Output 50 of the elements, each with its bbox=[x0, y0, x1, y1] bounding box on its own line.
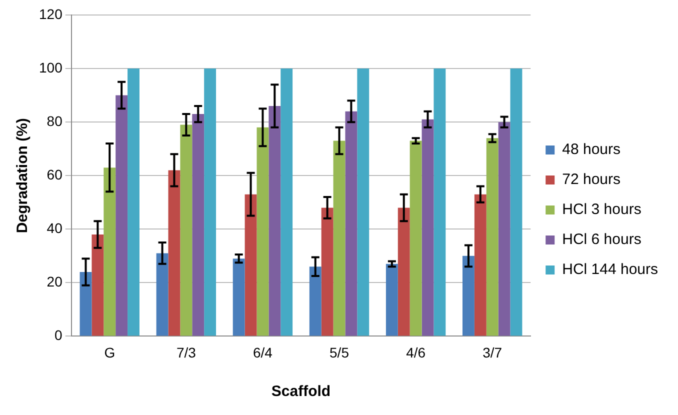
legend-label: 72 hours bbox=[562, 171, 620, 188]
bar bbox=[309, 266, 322, 336]
bar bbox=[345, 111, 358, 336]
bar bbox=[280, 68, 293, 336]
legend-label: 48 hours bbox=[562, 141, 620, 158]
bar bbox=[510, 68, 522, 336]
bar bbox=[256, 127, 269, 336]
x-tick-label: 6/4 bbox=[252, 344, 273, 360]
bar bbox=[244, 194, 257, 336]
bar bbox=[180, 124, 192, 336]
bar bbox=[398, 208, 410, 336]
y-axis-title: Degradation (%) bbox=[14, 118, 32, 234]
bar bbox=[462, 256, 474, 336]
x-tick-label: 7/3 bbox=[176, 344, 196, 360]
bar bbox=[204, 68, 216, 336]
bar bbox=[333, 140, 346, 336]
bar bbox=[422, 119, 434, 336]
bar bbox=[474, 194, 486, 336]
bar bbox=[386, 264, 398, 336]
y-tick-label: 60 bbox=[46, 166, 63, 182]
bar bbox=[434, 68, 446, 336]
legend-label: HCl 6 hours bbox=[562, 231, 642, 248]
bar bbox=[410, 140, 422, 336]
y-tick-label: 100 bbox=[39, 59, 63, 76]
x-tick-label: 5/5 bbox=[330, 344, 350, 360]
y-tick-label: 80 bbox=[46, 112, 63, 129]
legend-label: HCl 144 hours bbox=[562, 261, 658, 278]
y-tick-label: 20 bbox=[46, 274, 63, 290]
legend-label: HCl 3 hours bbox=[562, 201, 642, 218]
bar bbox=[80, 272, 92, 336]
bar bbox=[128, 68, 140, 336]
bar bbox=[268, 106, 281, 336]
x-tick-label: 3/7 bbox=[482, 344, 502, 360]
x-tick-label: G bbox=[104, 344, 116, 360]
bar bbox=[156, 253, 168, 336]
bar bbox=[192, 114, 204, 336]
x-tick-label: 4/6 bbox=[406, 344, 426, 360]
bar bbox=[321, 208, 334, 336]
bar bbox=[92, 234, 104, 336]
bar bbox=[104, 168, 116, 336]
y-tick-label: 0 bbox=[54, 327, 63, 344]
y-tick-label: 40 bbox=[46, 220, 63, 236]
y-tick-label: 120 bbox=[39, 6, 63, 22]
x-axis-title: Scaffold bbox=[271, 383, 331, 400]
bar bbox=[357, 68, 370, 336]
bar bbox=[498, 122, 510, 336]
bar bbox=[486, 138, 498, 336]
bar bbox=[116, 95, 128, 336]
bar bbox=[232, 258, 245, 336]
bar bbox=[168, 170, 180, 336]
